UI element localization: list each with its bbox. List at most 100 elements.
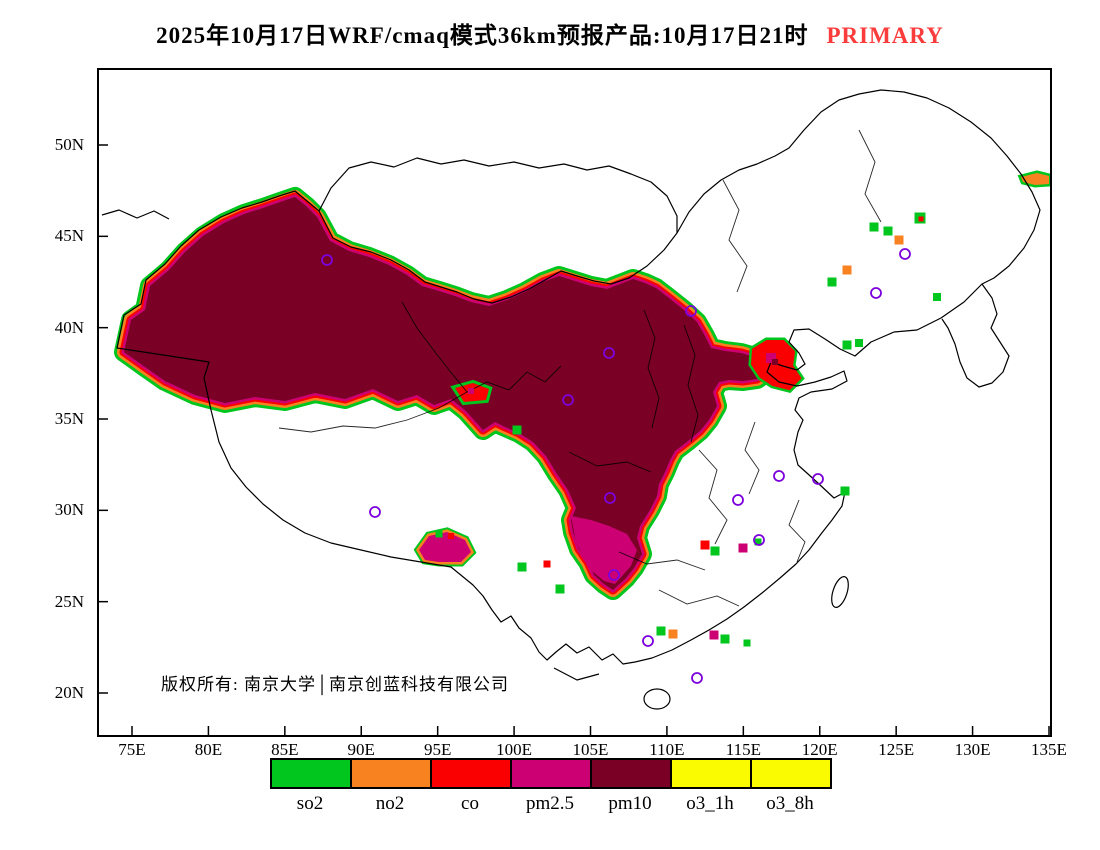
legend-label-co: co	[461, 793, 479, 814]
x-tick-75E: 75E	[118, 740, 146, 759]
kazakh-border-fragment	[101, 209, 170, 220]
china-boundary	[116, 89, 1041, 665]
province-border-lines	[278, 129, 882, 607]
x-tick-105E: 105E	[572, 740, 609, 759]
x-tick-130E: 130E	[954, 740, 991, 759]
grid-cell-so2	[656, 626, 666, 636]
legend-label-pm10: pm10	[608, 793, 652, 814]
title-main: 2025年10月17日WRF/cmaq模式36km预报产品:10月17日21时	[156, 23, 809, 48]
axis-tick-marks	[99, 144, 1050, 735]
station-circle	[642, 635, 654, 647]
x-tick-125E: 125E	[878, 740, 915, 759]
pm25-south-zone	[571, 516, 637, 584]
grid-cell-co	[448, 533, 454, 539]
grid-cell-pm25	[468, 388, 474, 394]
grid-cell-so2	[555, 584, 565, 594]
taiwan-island	[831, 576, 849, 608]
grid-cell-so2	[883, 226, 893, 236]
legend-cell-pm10	[590, 758, 672, 789]
x-tick-135E: 135E	[1031, 740, 1067, 759]
station-circle	[562, 394, 574, 406]
grid-cell-so2	[512, 425, 522, 435]
grid-cell-no2	[842, 265, 852, 275]
x-tick-100E: 100E	[496, 740, 533, 759]
grid-cell-pm25	[738, 543, 748, 553]
station-circle	[732, 494, 744, 506]
grid-cell-so2	[754, 538, 762, 546]
station-circle	[604, 492, 616, 504]
grid-cell-so2	[933, 293, 941, 301]
primary-pollutant-region	[124, 173, 1049, 590]
korea-outline	[941, 283, 1010, 388]
legend-label-o3_8h: o3_8h	[766, 793, 814, 814]
x-tick-115E: 115E	[725, 740, 761, 759]
grid-cell-so2	[855, 339, 863, 347]
y-tick-40N: 40N	[54, 317, 84, 337]
city-station-markers	[321, 248, 911, 684]
y-tick-20N: 20N	[54, 682, 84, 702]
legend-cell-o3_1h	[670, 758, 752, 789]
mongolia-boundary	[318, 157, 678, 233]
station-circle	[369, 506, 381, 518]
station-circle	[685, 305, 697, 317]
grid-cell-pm25	[709, 630, 719, 640]
grid-cell-so2	[840, 486, 850, 496]
x-tick-90E: 90E	[347, 740, 375, 759]
indochina-border-fragment	[553, 667, 600, 681]
legend-label-no2: no2	[375, 793, 405, 814]
page-title: 2025年10月17日WRF/cmaq模式36km预报产品:10月17日21时 P…	[0, 16, 1100, 50]
grid-cell-so2	[435, 530, 443, 538]
grid-cell-so2	[710, 546, 720, 556]
legend-cell-co	[430, 758, 512, 789]
y-tick-35N: 35N	[54, 408, 84, 428]
y-axis-labels: 50N 45N 40N 35N 30N 25N 20N	[28, 70, 90, 735]
grid-cell-co	[918, 216, 924, 222]
grid-cell-pm25	[766, 353, 776, 363]
grid-cell-so2	[720, 634, 730, 644]
china-forecast-map	[99, 89, 1050, 735]
title-primary-tag: PRIMARY	[826, 23, 944, 48]
grid-cell-no2	[668, 629, 678, 639]
station-circle	[812, 473, 824, 485]
grid-cell-so2	[827, 277, 837, 287]
hainan-island	[643, 688, 671, 710]
x-tick-95E: 95E	[423, 740, 452, 759]
province-borders	[278, 129, 882, 607]
station-circle	[691, 672, 703, 684]
y-tick-45N: 45N	[54, 226, 84, 246]
station-circle	[321, 254, 333, 266]
grid-cell-so2	[517, 562, 527, 572]
legend-cell-o3_8h	[750, 758, 832, 789]
grid-cell-co	[543, 560, 551, 568]
grid-cell-so2	[869, 222, 879, 232]
legend-cell-no2	[350, 758, 432, 789]
station-circle	[753, 534, 765, 546]
station-circle	[603, 347, 615, 359]
station-circle	[870, 287, 882, 299]
station-circle	[899, 248, 911, 260]
grid-cell-so2	[842, 340, 852, 350]
legend-label-o3_1h: o3_1h	[686, 793, 734, 814]
copyright-text: 版权所有: 南京大学│南京创蓝科技有限公司	[161, 675, 510, 694]
x-tick-120E: 120E	[801, 740, 838, 759]
y-tick-50N: 50N	[54, 135, 84, 154]
legend: so2 no2 co pm2.5 pm10 o3_1h o3_8h	[270, 758, 832, 815]
grid-cell-co	[700, 540, 710, 550]
legend-colorbar	[270, 758, 832, 789]
station-circle	[773, 470, 785, 482]
station-circle	[608, 569, 620, 581]
x-tick-85E: 85E	[271, 740, 299, 759]
x-tick-110E: 110E	[649, 740, 685, 759]
legend-label-so2: so2	[296, 793, 324, 814]
grid-cell-pm10	[772, 359, 778, 365]
legend-labels: so2 no2 co pm2.5 pm10 o3_1h o3_8h	[270, 789, 832, 815]
legend-cell-so2	[270, 758, 352, 789]
legend-label-pm2.5: pm2.5	[525, 793, 575, 814]
grid-cell-no2	[894, 235, 904, 245]
map-frame: 版权所有: 南京大学│南京创蓝科技有限公司	[97, 68, 1052, 737]
pollutant-cell-markers	[435, 212, 941, 647]
grid-cell-so2	[743, 639, 751, 647]
y-tick-25N: 25N	[54, 591, 84, 611]
legend-cell-pm2.5	[510, 758, 592, 789]
